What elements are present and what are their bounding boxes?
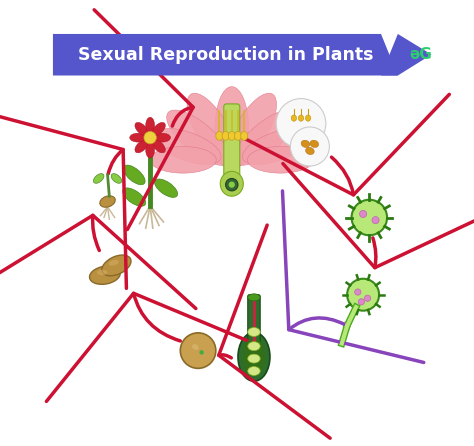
Ellipse shape (248, 294, 260, 301)
Ellipse shape (310, 140, 319, 148)
Ellipse shape (167, 110, 229, 165)
Circle shape (291, 127, 329, 166)
Circle shape (358, 299, 365, 305)
Ellipse shape (123, 165, 145, 185)
Ellipse shape (123, 188, 146, 206)
Polygon shape (53, 34, 398, 75)
Ellipse shape (242, 128, 310, 165)
Ellipse shape (220, 171, 243, 196)
Ellipse shape (247, 146, 314, 173)
Ellipse shape (111, 173, 122, 183)
Ellipse shape (306, 147, 314, 155)
Ellipse shape (130, 133, 146, 142)
Ellipse shape (228, 132, 235, 140)
Circle shape (352, 200, 387, 235)
Ellipse shape (241, 132, 248, 140)
Circle shape (355, 289, 361, 295)
Circle shape (347, 279, 379, 311)
Circle shape (276, 99, 326, 148)
Ellipse shape (242, 338, 265, 376)
Ellipse shape (248, 327, 260, 336)
Circle shape (365, 295, 371, 301)
Ellipse shape (90, 266, 120, 284)
Circle shape (372, 217, 379, 224)
Circle shape (144, 132, 156, 144)
Ellipse shape (216, 132, 223, 140)
Ellipse shape (187, 93, 237, 168)
Ellipse shape (301, 140, 310, 148)
Ellipse shape (248, 342, 260, 351)
Circle shape (180, 333, 216, 368)
Circle shape (226, 178, 238, 191)
Ellipse shape (153, 140, 165, 153)
Ellipse shape (146, 117, 155, 133)
Ellipse shape (305, 115, 311, 121)
FancyBboxPatch shape (248, 295, 260, 343)
Ellipse shape (100, 196, 115, 207)
Ellipse shape (298, 115, 304, 121)
Ellipse shape (153, 122, 165, 135)
Ellipse shape (215, 87, 249, 171)
Ellipse shape (238, 332, 270, 381)
Circle shape (360, 211, 367, 218)
Polygon shape (381, 34, 431, 75)
Ellipse shape (102, 255, 131, 276)
Ellipse shape (155, 179, 178, 198)
Ellipse shape (226, 93, 276, 168)
Ellipse shape (93, 173, 104, 183)
Ellipse shape (135, 140, 148, 153)
Ellipse shape (248, 367, 260, 376)
Ellipse shape (150, 146, 216, 173)
Ellipse shape (291, 115, 297, 121)
Ellipse shape (146, 142, 155, 158)
Ellipse shape (154, 128, 221, 165)
Ellipse shape (97, 270, 108, 275)
Ellipse shape (135, 122, 148, 135)
FancyBboxPatch shape (224, 104, 240, 180)
Text: Sexual Reproduction in Plants: Sexual Reproduction in Plants (78, 45, 373, 63)
Ellipse shape (248, 354, 260, 363)
Text: əG: əG (410, 47, 432, 62)
Ellipse shape (235, 132, 242, 140)
Ellipse shape (155, 133, 171, 142)
Circle shape (228, 182, 235, 188)
Circle shape (200, 350, 204, 355)
Ellipse shape (192, 344, 199, 350)
Ellipse shape (222, 132, 229, 140)
Ellipse shape (109, 260, 119, 266)
Ellipse shape (234, 110, 297, 165)
